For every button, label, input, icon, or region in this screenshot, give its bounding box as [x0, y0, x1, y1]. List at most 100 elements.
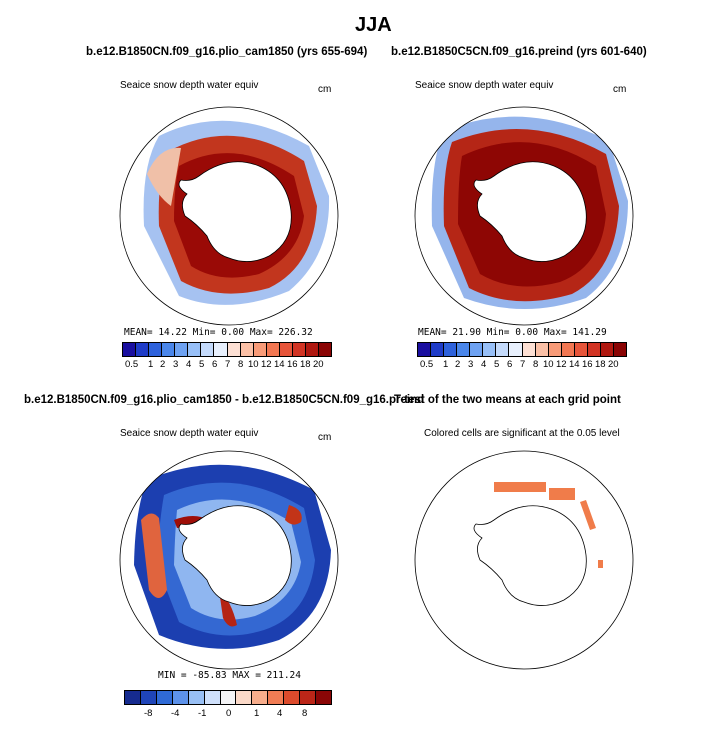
tr-antarctica	[473, 161, 587, 262]
cbar-tick: 12	[556, 359, 567, 370]
bl-diff-red-west	[141, 513, 167, 598]
cbar-swatch	[574, 343, 588, 356]
br-antarctica	[473, 505, 587, 606]
cbar-swatch	[587, 343, 601, 356]
bl-colorbar	[124, 690, 332, 705]
tl-map-boundary	[119, 106, 339, 326]
cbar-tick: 5	[494, 359, 500, 370]
cbar-swatch	[201, 343, 215, 356]
cbar-swatch	[240, 343, 254, 356]
cbar-tick: 0.5	[125, 359, 139, 370]
cbar-swatch	[156, 691, 173, 704]
cbar-tick: 1	[148, 359, 154, 370]
bl-polar-map	[119, 450, 339, 670]
cbar-swatch	[125, 691, 141, 704]
tl-run-title: b.e12.B1850CN.f09_g16.plio_cam1850 (yrs …	[86, 46, 368, 58]
br-sig-cells-a	[494, 482, 546, 492]
cbar-tick: 2	[455, 359, 461, 370]
cbar-swatch	[279, 343, 293, 356]
cbar-tick: -4	[171, 708, 180, 719]
cbar-tick: 10	[543, 359, 554, 370]
cbar-tick: 3	[468, 359, 474, 370]
bl-map-boundary	[119, 450, 339, 670]
bl-antarctica	[178, 505, 292, 606]
tl-stats: MEAN= 14.22 Min= 0.00 Max= 226.32	[124, 327, 313, 338]
cbar-tick: 14	[569, 359, 580, 370]
cbar-swatch	[268, 691, 285, 704]
tl-polar-map	[119, 106, 339, 326]
br-sig-cells-b	[549, 488, 575, 500]
cbar-tick: 0.5	[420, 359, 434, 370]
cbar-swatch	[305, 343, 319, 356]
cbar-swatch	[613, 343, 626, 356]
cbar-swatch	[236, 691, 253, 704]
cbar-swatch	[252, 691, 269, 704]
cbar-swatch	[172, 691, 189, 704]
figure-title: JJA	[355, 14, 392, 36]
cbar-tick: 3	[173, 359, 179, 370]
cbar-swatch	[535, 343, 549, 356]
tl-units-label: cm	[318, 84, 332, 95]
cbar-swatch	[123, 343, 137, 356]
cbar-tick: 20	[608, 359, 619, 370]
cbar-tick: 18	[300, 359, 311, 370]
cbar-swatch	[188, 691, 205, 704]
cbar-tick: 16	[287, 359, 298, 370]
tr-run-title: b.e12.B1850C5CN.f09_g16.preind (yrs 601-…	[391, 46, 647, 58]
cbar-swatch	[214, 343, 228, 356]
cbar-tick: 8	[533, 359, 539, 370]
cbar-swatch	[483, 343, 497, 356]
cbar-tick: 8	[302, 708, 308, 719]
br-run-title: T-test of the two means at each grid poi…	[394, 394, 621, 406]
cbar-tick: 18	[595, 359, 606, 370]
cbar-tick: 8	[238, 359, 244, 370]
cbar-tick: 14	[274, 359, 285, 370]
cbar-swatch	[284, 691, 301, 704]
tr-colorbar	[417, 342, 627, 357]
cbar-swatch	[266, 343, 280, 356]
bl-diff-red-east	[285, 505, 302, 525]
cbar-swatch	[548, 343, 562, 356]
cbar-tick: 4	[277, 708, 283, 719]
br-map-boundary	[414, 450, 634, 670]
br-sig-cells-c	[580, 500, 596, 530]
bl-run-title: b.e12.B1850CN.f09_g16.plio_cam1850 - b.e…	[24, 394, 425, 406]
cbar-tick: 1	[254, 708, 260, 719]
cbar-tick: 4	[186, 359, 192, 370]
cbar-swatch	[318, 343, 331, 356]
cbar-swatch	[522, 343, 536, 356]
cbar-swatch	[316, 691, 331, 704]
cbar-tick: 7	[520, 359, 526, 370]
tl-colorbar	[122, 342, 332, 357]
cbar-tick: 1	[443, 359, 449, 370]
cbar-tick: 2	[160, 359, 166, 370]
cbar-tick: -8	[144, 708, 153, 719]
cbar-swatch	[162, 343, 176, 356]
cbar-swatch	[140, 691, 157, 704]
cbar-swatch	[509, 343, 523, 356]
cbar-swatch	[204, 691, 221, 704]
cbar-tick: 20	[313, 359, 324, 370]
cbar-swatch	[561, 343, 575, 356]
cbar-swatch	[149, 343, 163, 356]
tl-variable-label: Seaice snow depth water equiv	[120, 80, 259, 91]
cbar-swatch	[470, 343, 484, 356]
cbar-swatch	[136, 343, 150, 356]
tl-antarctica	[178, 161, 292, 262]
cbar-swatch	[600, 343, 614, 356]
bl-units-label: cm	[318, 432, 332, 443]
cbar-tick: 0	[226, 708, 232, 719]
cbar-tick: 16	[582, 359, 593, 370]
cbar-tick: 4	[481, 359, 487, 370]
br-sig-cells-d	[598, 560, 603, 568]
cbar-tick: 6	[212, 359, 218, 370]
cbar-swatch	[253, 343, 267, 356]
cbar-tick: 5	[199, 359, 205, 370]
cbar-tick: 6	[507, 359, 513, 370]
cbar-tick: 10	[248, 359, 259, 370]
bl-stats: MIN = -85.83 MAX = 211.24	[158, 670, 301, 681]
tl-ice-lightzone	[147, 147, 181, 206]
cbar-swatch	[175, 343, 189, 356]
cbar-swatch	[431, 343, 445, 356]
tr-variable-label: Seaice snow depth water equiv	[415, 80, 554, 91]
